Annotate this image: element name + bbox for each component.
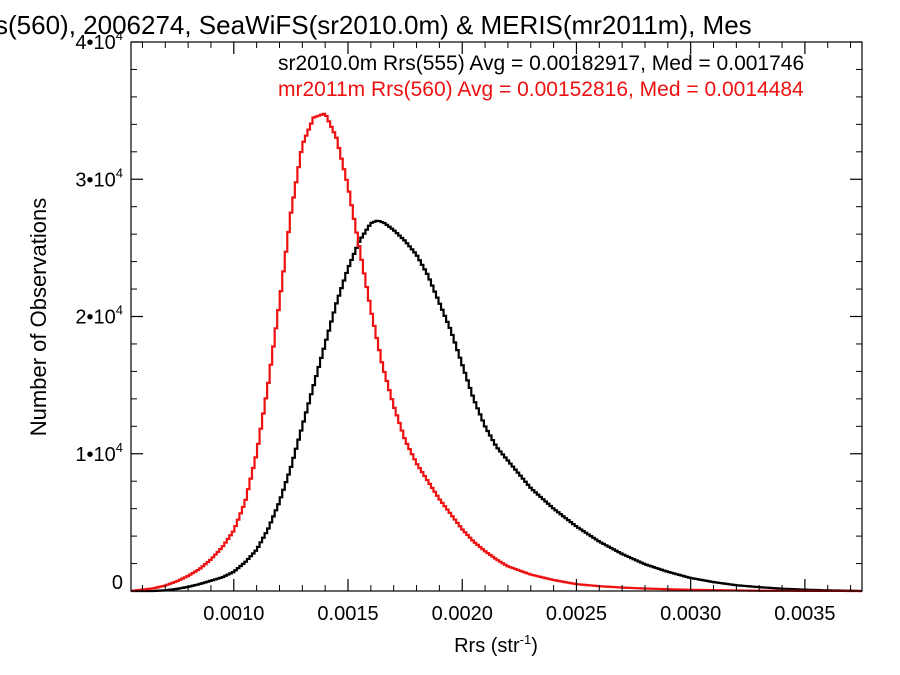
x-axis-label-exponent: -1 <box>520 632 532 647</box>
y-tick-label-exponent: 4 <box>116 28 123 43</box>
x-tick-label: 0.0010 <box>203 603 264 625</box>
x-tick-label: 0.0030 <box>660 603 721 625</box>
series-layer <box>131 112 862 593</box>
legend-entry-2: mr2011m Rrs(560) Avg = 0.00152816, Med =… <box>278 78 804 101</box>
series-2-histogram-line <box>131 112 862 593</box>
x-tick-label: 0.0020 <box>432 603 493 625</box>
y-tick-label-exponent: 4 <box>116 440 123 455</box>
y-tick-label-mantissa: 4•10 <box>75 32 115 54</box>
plot-frame <box>130 41 863 592</box>
legend-entry-1: sr2010.0m Rrs(555) Avg = 0.00182917, Med… <box>278 52 804 75</box>
y-tick-label-mantissa: 0 <box>112 572 123 594</box>
y-tick-label-mantissa: 2•10 <box>75 307 115 329</box>
series-1-histogram-line <box>131 219 862 593</box>
y-tick-label: 2•104 <box>75 303 123 329</box>
chart-title: s(560), 2006274, SeaWiFS(sr2010.0m) & ME… <box>0 10 752 40</box>
x-axis-label: Rrs (str-1) <box>454 632 538 657</box>
y-tick-label-mantissa: 1•10 <box>75 444 115 466</box>
y-tick-label: 4•104 <box>75 28 123 54</box>
y-tick-label-exponent: 4 <box>116 303 123 318</box>
x-tick-label: 0.0035 <box>774 603 835 625</box>
x-axis-label-close: ) <box>531 635 538 657</box>
x-tick-label: 0.0025 <box>546 603 607 625</box>
x-axis: 0.0010 0.0015 0.0020 0.0025 0.0030 0.0035 <box>141 42 852 625</box>
y-axis-label: Number of Observations <box>26 198 51 436</box>
x-axis-label-text: Rrs (str <box>454 635 520 657</box>
y-tick-label: 0 <box>112 572 123 594</box>
y-tick-label-mantissa: 3•10 <box>75 169 115 191</box>
x-tick-label: 0.0015 <box>317 603 378 625</box>
y-tick-label: 1•104 <box>75 440 123 466</box>
y-tick-label-exponent: 4 <box>116 165 123 180</box>
y-tick-label: 3•104 <box>75 165 123 191</box>
